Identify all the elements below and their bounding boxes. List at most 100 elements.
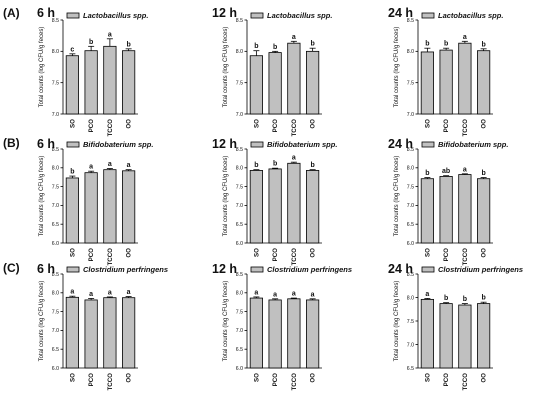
bar-pco xyxy=(84,172,98,244)
y-axis-label: Total counts (log CFU/g feces) xyxy=(223,156,229,237)
x-category-label: OO xyxy=(310,119,317,129)
x-category-label: SO xyxy=(69,373,76,382)
x-category-label: OO xyxy=(481,248,488,258)
bar-so xyxy=(249,55,263,115)
legend-label: Bifidobaterium spp. xyxy=(83,140,153,149)
significance-letter: b xyxy=(126,41,130,48)
y-axis-label: Total counts (log CFU/g feces) xyxy=(39,156,45,237)
y-tick-label: 7.0 xyxy=(236,112,243,118)
x-category-label: OO xyxy=(126,248,133,258)
x-category-label: OO xyxy=(481,373,488,383)
time-label: 6 h xyxy=(37,137,55,151)
x-category-label: TCCO xyxy=(107,373,114,391)
y-tick-label: 8.0 xyxy=(52,166,59,172)
legend-label: Bifidobaterium spp. xyxy=(267,140,337,149)
y-tick-label: 6.0 xyxy=(52,241,59,247)
y-tick-label: 8.5 xyxy=(407,18,414,24)
significance-letter: a xyxy=(70,289,74,296)
y-tick-label: 8.0 xyxy=(407,49,414,55)
bar-tcco xyxy=(287,42,301,115)
legend-label: Clostridium perfringens xyxy=(438,265,523,274)
bar-so xyxy=(65,296,79,369)
row-label-a: (A) xyxy=(3,6,20,20)
legend-swatch xyxy=(250,141,264,148)
row-label-b: (B) xyxy=(3,136,20,150)
y-tick-label: 7.0 xyxy=(52,112,59,118)
bar-so xyxy=(249,297,263,369)
time-label: 6 h xyxy=(37,6,55,20)
chart-panel: 12 h Total counts (log CFU/g feces) 6.0 6.5… xyxy=(212,137,337,266)
significance-letter: a xyxy=(89,291,93,298)
bar-tcco xyxy=(103,169,117,244)
x-category-label: PCO xyxy=(443,119,450,133)
legend-swatch xyxy=(421,12,435,19)
legend-label: Lactobacillus spp. xyxy=(438,11,503,20)
significance-letter: b xyxy=(310,162,314,169)
legend-swatch xyxy=(66,141,80,148)
significance-letter: b xyxy=(273,44,277,51)
bar-oo xyxy=(306,50,320,115)
significance-letter: a xyxy=(311,291,315,298)
bar-pco xyxy=(268,52,282,115)
y-tick-label: 7.5 xyxy=(52,184,59,190)
significance-letter: b xyxy=(463,296,467,303)
bar-oo xyxy=(477,178,491,244)
bar-pco xyxy=(268,299,282,369)
y-axis-label: Total counts (log CFU/g feces) xyxy=(39,281,45,362)
bar-tcco xyxy=(103,45,117,115)
x-category-label: SO xyxy=(424,373,431,382)
y-tick-label: 8.0 xyxy=(407,295,414,301)
y-tick-label: 7.5 xyxy=(52,309,59,315)
significance-letter: b xyxy=(481,41,485,48)
bar-pco xyxy=(84,299,98,369)
y-tick-label: 6.0 xyxy=(236,366,243,372)
significance-letter: c xyxy=(70,46,74,53)
chart-panel: 24 h Total counts (log CFU/g feces) 7.0 7.5… xyxy=(388,6,503,137)
x-category-label: TCCO xyxy=(291,248,298,266)
y-tick-label: 7.5 xyxy=(236,80,243,86)
x-category-label: OO xyxy=(126,119,133,129)
bar-oo xyxy=(306,170,320,244)
chart-panel: 6 h Total counts (log CFU/g feces) 7.0 7.5 8… xyxy=(37,6,148,137)
x-category-label: TCCO xyxy=(291,119,298,137)
bar-oo xyxy=(477,303,491,369)
y-tick-label: 7.5 xyxy=(407,184,414,190)
chart-panel: 24 h Total counts (log CFU/g feces) 6.5 7.0… xyxy=(388,262,523,391)
bar-so xyxy=(420,298,434,369)
y-tick-label: 8.0 xyxy=(52,291,59,297)
x-category-label: SO xyxy=(69,248,76,257)
x-category-label: PCO xyxy=(272,248,279,262)
y-tick-label: 7.5 xyxy=(236,184,243,190)
significance-letter: a xyxy=(463,34,467,41)
bar-pco xyxy=(268,168,282,244)
y-tick-label: 8.5 xyxy=(236,18,243,24)
x-category-label: TCCO xyxy=(107,248,114,266)
significance-letter: a xyxy=(292,155,296,162)
significance-letter: a xyxy=(292,291,296,298)
y-tick-label: 6.0 xyxy=(236,241,243,247)
x-category-label: OO xyxy=(126,373,133,383)
legend-swatch xyxy=(421,266,435,273)
time-label: 6 h xyxy=(37,262,55,276)
y-tick-label: 7.5 xyxy=(236,309,243,315)
significance-letter: a xyxy=(89,164,93,171)
significance-letter: ab xyxy=(442,168,450,175)
significance-letter: b xyxy=(425,170,429,177)
y-tick-label: 8.0 xyxy=(236,49,243,55)
time-label: 24 h xyxy=(388,262,413,276)
y-axis-label: Total counts (log CFU/g feces) xyxy=(39,27,45,108)
y-axis-label: Total counts (log CFU/g feces) xyxy=(223,281,229,362)
bar-tcco xyxy=(287,162,301,244)
y-tick-label: 7.0 xyxy=(52,328,59,334)
bar-so xyxy=(249,170,263,244)
significance-letter: b xyxy=(425,41,429,48)
significance-letter: a xyxy=(292,34,296,41)
x-category-label: PCO xyxy=(88,373,95,387)
time-label: 12 h xyxy=(212,137,237,151)
y-axis-label: Total counts (log CFU/g feces) xyxy=(394,281,400,362)
significance-letter: a xyxy=(425,291,429,298)
y-tick-label: 7.0 xyxy=(407,203,414,209)
y-tick-label: 6.5 xyxy=(407,366,414,372)
y-tick-label: 8.5 xyxy=(236,147,243,153)
significance-letter: b xyxy=(254,43,258,50)
